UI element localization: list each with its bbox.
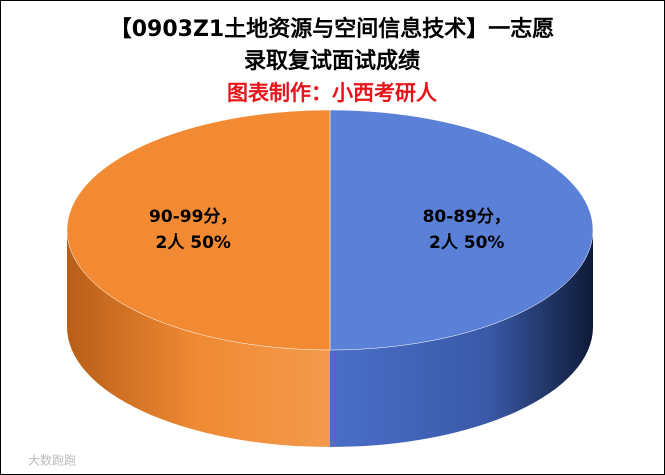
data-label: 2人 50%: [156, 233, 231, 253]
watermark: 大数跑跑: [28, 453, 76, 468]
chart-title: 【0903Z1土地资源与空间信息技术】一志愿: [110, 16, 555, 42]
slice-side: [67, 230, 330, 447]
slice: [329, 109, 594, 351]
slice-side: [330, 230, 593, 447]
data-label: 2人 50%: [429, 233, 504, 253]
slice: [66, 109, 331, 351]
data-label: 80-89分，: [423, 207, 511, 227]
chart-title: 录取复试面试成绩: [244, 48, 420, 74]
data-label: 90-99分，: [149, 207, 237, 227]
chart-subtitle: 图表制作：小西考研人: [227, 81, 437, 105]
